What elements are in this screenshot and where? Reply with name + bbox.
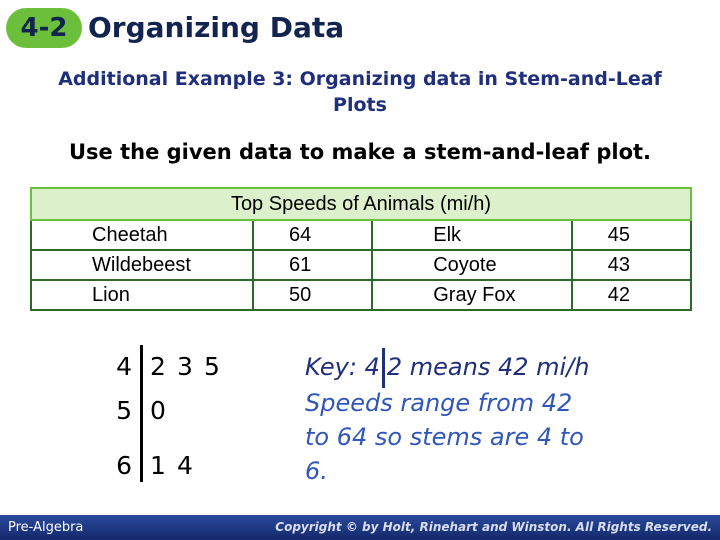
leaf: 2 <box>150 352 166 381</box>
table-title: Top Speeds of Animals (mi/h) <box>30 187 692 221</box>
speed-cell: 43 <box>571 249 692 281</box>
key-label: Key: <box>305 353 357 381</box>
slide-title: Organizing Data <box>88 11 345 44</box>
stem-divider <box>140 345 143 482</box>
speed-cell: 61 <box>252 249 374 281</box>
key-leaf: 2 <box>386 353 403 381</box>
leaf: 0 <box>150 396 166 425</box>
animal-cell: Coyote <box>371 249 573 281</box>
course-name: Pre-Algebra <box>8 520 84 535</box>
key-meaning: means 42 mi/h <box>409 353 590 381</box>
leaf: 5 <box>204 352 220 381</box>
leaf: 1 <box>150 451 166 480</box>
speed-cell: 45 <box>571 219 692 251</box>
note: Speeds range from 42 to 64 so stems are … <box>305 389 584 485</box>
stem: 6 <box>116 451 132 480</box>
table-row: Lion 50 Gray Fox 42 <box>29 279 692 311</box>
key-stem: 4 <box>364 353 380 381</box>
animal-cell: Lion <box>29 279 254 311</box>
footer: Pre-Algebra Copyright © by Holt, Rinehar… <box>0 515 720 540</box>
leaf: 4 <box>177 451 193 480</box>
animal-cell: Gray Fox <box>371 279 573 311</box>
speed-cell: 42 <box>571 279 692 311</box>
animal-cell: Elk <box>371 219 573 251</box>
speed-cell: 64 <box>252 219 374 251</box>
data-table: Top Speeds of Animals (mi/h) Cheetah 64 El… <box>29 187 692 311</box>
stem: 4 <box>116 352 132 381</box>
copyright: Copyright © by Holt, Rinehart and Winsto… <box>275 520 712 534</box>
leaf: 3 <box>177 352 193 381</box>
speed-cell: 50 <box>252 279 374 311</box>
instruction: Use the given data to make a stem-and-le… <box>68 140 652 164</box>
subtitle: Additional Example 3: Organizing data in… <box>58 68 662 116</box>
stem: 5 <box>116 396 132 425</box>
lesson-badge: 4-2 <box>6 8 82 48</box>
animal-cell: Cheetah <box>29 219 254 251</box>
animal-cell: Wildebeest <box>29 249 254 281</box>
key-divider <box>381 348 385 388</box>
table-row: Wildebeest 61 Coyote 43 <box>29 249 692 281</box>
table-row: Cheetah 64 Elk 45 <box>29 219 692 251</box>
